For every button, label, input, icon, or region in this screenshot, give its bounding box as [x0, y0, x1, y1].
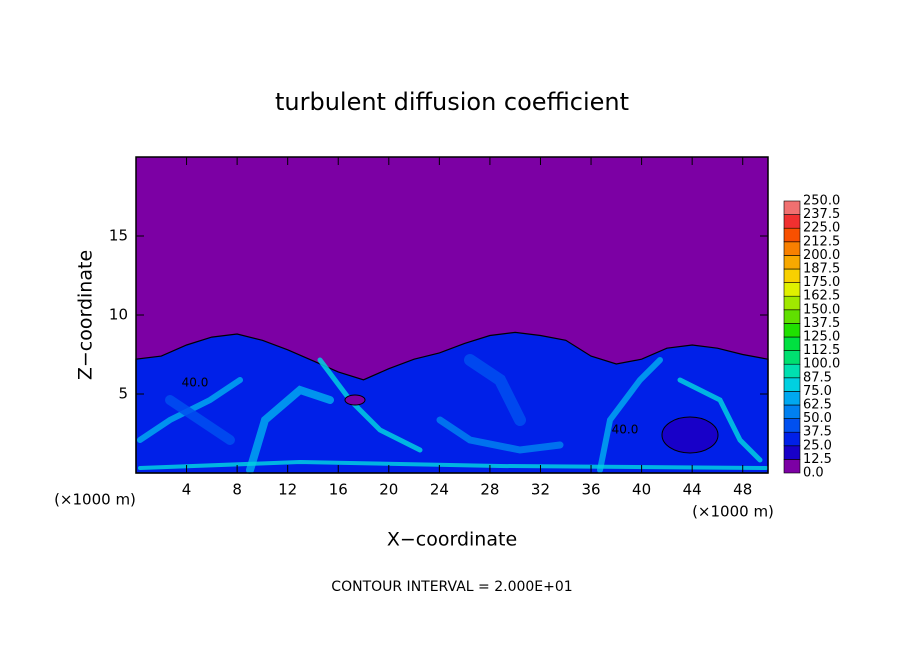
colorbar-label: 137.5 — [803, 316, 840, 331]
x-tick-label: 28 — [480, 481, 499, 499]
colorbar-label: 175.0 — [803, 275, 840, 290]
colorbar-swatch — [783, 363, 801, 379]
field-streak — [677, 377, 763, 463]
colorbar-swatch — [783, 336, 801, 351]
colorbar-label: 212.5 — [803, 234, 840, 249]
colorbar-swatch — [783, 445, 801, 460]
x-axis-label: X−coordinate — [387, 529, 517, 551]
colorbar-swatch — [783, 377, 801, 392]
y-tick-label: 15 — [109, 227, 128, 245]
x-tick-label: 8 — [232, 481, 242, 499]
colorbar-label: 25.0 — [803, 438, 832, 453]
colorbar-swatch — [783, 295, 801, 311]
colorbar-swatch — [783, 214, 801, 229]
y-tick-label: 10 — [109, 306, 128, 324]
x-tick-label: 44 — [683, 481, 702, 499]
field-streak — [246, 385, 334, 474]
colorbar-swatch — [783, 200, 801, 215]
colorbar-swatch — [783, 227, 801, 243]
colorbar-swatch — [783, 255, 801, 270]
colorbar-label: 225.0 — [803, 221, 840, 236]
colorbar-label: 200.0 — [803, 248, 840, 263]
colorbar-swatch — [783, 391, 801, 406]
field-streak — [165, 395, 235, 445]
colorbar-label: 125.0 — [803, 330, 840, 345]
colorbar-label: 75.0 — [803, 384, 832, 399]
colorbar-label: 100.0 — [803, 357, 840, 372]
x-unit: (×1000 m) — [54, 491, 136, 509]
colorbar-swatch — [783, 309, 801, 324]
colorbar-swatch — [783, 350, 801, 365]
footer-note: CONTOUR INTERVAL = 2.000E+01 — [331, 579, 572, 595]
x-tick-label: 12 — [278, 481, 297, 499]
x-tick-label: 36 — [581, 481, 600, 499]
chart-title: turbulent diffusion coefficient — [275, 88, 629, 116]
field-streak — [436, 416, 564, 454]
field-streak — [597, 357, 663, 473]
field — [135, 157, 769, 474]
field-blob — [344, 394, 366, 406]
x-tick-label: 48 — [733, 481, 752, 499]
x-tick-label: 24 — [430, 481, 449, 499]
colorbar-label: 62.5 — [803, 398, 832, 413]
x-tick-label: 40 — [632, 481, 651, 499]
contour-label: 40.0 — [182, 376, 209, 390]
colorbar-swatch — [783, 431, 801, 447]
contour-label: 40.0 — [612, 423, 639, 437]
y-axis-label: Z−coordinate — [75, 250, 97, 380]
x-tick-label: 16 — [329, 481, 348, 499]
colorbar-label: 237.5 — [803, 207, 840, 222]
x-tick-label: 32 — [531, 481, 550, 499]
y-tick-label: 5 — [118, 385, 128, 403]
colorbar-label: 112.5 — [803, 343, 840, 358]
colorbar-label: 187.5 — [803, 262, 840, 277]
field-streak — [138, 459, 768, 470]
colorbar-label: 37.5 — [803, 425, 832, 440]
colorbar-swatch — [783, 282, 801, 297]
field-region — [135, 331, 769, 474]
colorbar-swatch — [783, 323, 801, 338]
x-tick-label: 20 — [379, 481, 398, 499]
colorbar-label: 12.5 — [803, 452, 832, 467]
colorbar-swatch — [783, 268, 801, 283]
colorbar-swatch — [783, 241, 801, 256]
colorbar-label: 162.5 — [803, 289, 840, 304]
colorbar-swatch — [783, 404, 801, 419]
x-tick-label: 4 — [182, 481, 192, 499]
field-streak — [317, 357, 423, 453]
colorbar-label: 250.0 — [803, 194, 840, 209]
colorbar-label: 150.0 — [803, 302, 840, 317]
colorbar-label: 87.5 — [803, 370, 832, 385]
colorbar-label: 0.0 — [803, 466, 824, 481]
colorbar-label: 50.0 — [803, 411, 832, 426]
x-unit: (×1000 m) — [692, 503, 774, 521]
field-streak — [464, 354, 526, 426]
colorbar-swatch — [783, 459, 801, 474]
colorbar-swatch — [783, 418, 801, 433]
field-blob — [661, 416, 719, 454]
